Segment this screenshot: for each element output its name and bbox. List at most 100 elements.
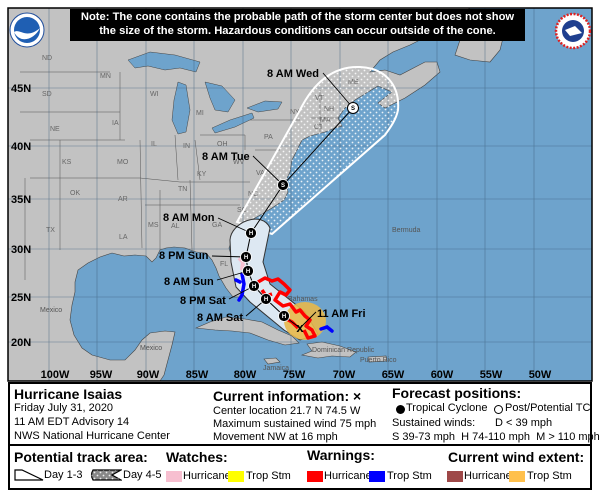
svg-text:25N: 25N (11, 292, 31, 304)
svg-text:60W: 60W (431, 369, 454, 381)
svg-text:8 PM Sun: 8 PM Sun (159, 250, 209, 262)
svg-text:H: H (249, 231, 253, 237)
svg-text:8 AM Mon: 8 AM Mon (163, 212, 215, 224)
svg-text:70W: 70W (333, 369, 356, 381)
svg-text:20N: 20N (11, 337, 31, 349)
trop-storm-warning-swatch (369, 471, 385, 482)
svg-text:11 AM Fri: 11 AM Fri (317, 308, 366, 320)
center-location: Center location 21.7 N 74.5 W (213, 405, 361, 417)
day-4-5-label: Day 4-5 (123, 469, 162, 481)
nws-logo (554, 12, 592, 50)
svg-text:90W: 90W (137, 369, 160, 381)
svg-text:SD: SD (42, 91, 52, 98)
svg-text:H: H (252, 284, 256, 290)
hurricane-warning-swatch (307, 471, 323, 482)
wind-extent-title: Current wind extent: (448, 449, 585, 465)
point-8pm-sat[interactable]: H (248, 280, 260, 292)
point-8pm-fri[interactable]: H (278, 310, 290, 322)
svg-text:GA: GA (212, 222, 222, 229)
trop-storm-wind-swatch (509, 471, 525, 482)
svg-text:Bermuda: Bermuda (392, 227, 421, 234)
svg-text:AL: AL (171, 223, 180, 230)
land-jamaica (263, 357, 281, 365)
svg-text:8 AM Sun: 8 AM Sun (164, 276, 214, 288)
forecast-positions-title: Forecast positions: (392, 385, 522, 401)
svg-text:MI: MI (196, 110, 204, 117)
hurricane-wind-label: Hurricane (464, 470, 512, 482)
svg-text:55W: 55W (480, 369, 503, 381)
trop-storm-watch-label: Trop Stm (246, 470, 291, 482)
svg-text:30N: 30N (11, 244, 31, 256)
svg-text:OK: OK (70, 190, 80, 197)
svg-text:KY: KY (197, 171, 207, 178)
tropical-cyclone-dot-icon (396, 405, 405, 414)
point-8am-mon[interactable]: H (245, 227, 257, 239)
point-8am-tue[interactable]: S (277, 179, 289, 191)
svg-text:100W: 100W (41, 369, 70, 381)
storm-advisory: 11 AM EDT Advisory 14 (14, 416, 130, 428)
cone-disclaimer-note: Note: The cone contains the probable pat… (70, 9, 525, 41)
note-line-1: Note: The cone contains the probable pat… (80, 11, 515, 23)
noaa-logo (9, 12, 45, 48)
day-1-3-label: Day 1-3 (44, 469, 83, 481)
place-labels: Mexico Mexico Bermuda Bahamas Jamaica Do… (40, 227, 421, 372)
current-info-title: Current information: × (213, 388, 362, 404)
track-area-title: Potential track area: (14, 449, 148, 465)
movement: Movement NW at 16 mph (213, 431, 338, 443)
hurricane-watch-swatch (166, 471, 182, 482)
svg-text:Bahamas: Bahamas (288, 296, 318, 303)
svg-text:75W: 75W (283, 369, 306, 381)
post-potential-tc-label: Post/Potential TC (505, 402, 591, 414)
svg-text:65W: 65W (382, 369, 405, 381)
max-wind: Maximum sustained wind 75 mph (213, 418, 377, 430)
note-line-2: the size of the storm. Hazardous conditi… (99, 25, 496, 37)
day-1-3-cone-icon (14, 469, 44, 481)
svg-text:H: H (244, 255, 248, 261)
point-8pm-sun[interactable]: H (240, 251, 252, 263)
hurricane-warning-label: Hurricane (324, 470, 372, 482)
svg-text:40N: 40N (11, 141, 31, 153)
warnings-title: Warnings: (307, 447, 375, 463)
svg-text:IN: IN (183, 143, 190, 150)
storm-name: Hurricane Isaias (14, 386, 123, 402)
svg-text:TX: TX (46, 227, 55, 234)
issuing-center: NWS National Hurricane Center (14, 430, 170, 442)
storm-date: Friday July 31, 2020 (14, 402, 114, 414)
point-8am-sun[interactable]: H (242, 265, 254, 277)
point-8am-sat[interactable]: H (260, 293, 272, 305)
svg-text:WV: WV (233, 159, 245, 166)
legend-panel: Hurricane Isaias Friday July 31, 2020 11… (8, 382, 600, 490)
svg-text:85W: 85W (186, 369, 209, 381)
day-4-5-cone-icon (90, 469, 122, 481)
svg-text:Puerto Rico: Puerto Rico (360, 357, 397, 364)
svg-text:8 AM Wed: 8 AM Wed (267, 68, 319, 80)
land-puerto-rico (367, 355, 388, 363)
svg-text:NY: NY (290, 109, 300, 116)
svg-text:LA: LA (119, 234, 128, 241)
wind-scale-d: D < 39 mph (495, 417, 553, 429)
svg-text:35N: 35N (11, 194, 31, 206)
svg-text:MS: MS (148, 222, 159, 229)
svg-text:8 AM Tue: 8 AM Tue (202, 151, 250, 163)
svg-text:AR: AR (118, 196, 128, 203)
svg-text:FL: FL (220, 261, 228, 268)
svg-text:Mexico: Mexico (40, 307, 62, 314)
svg-text:PA: PA (264, 134, 273, 141)
sustained-winds-label: Sustained winds: (392, 417, 476, 429)
trop-storm-wind-label: Trop Stm (527, 470, 572, 482)
svg-text:IA: IA (112, 120, 119, 127)
post-potential-tc-icon (494, 405, 503, 414)
svg-text:MO: MO (117, 159, 129, 166)
svg-text:Mexico: Mexico (140, 345, 162, 352)
point-8am-wed[interactable]: S (347, 102, 359, 114)
longitude-labels: 100W 95W 90W 85W 80W 75W 70W 65W 60W 55W… (41, 369, 552, 381)
watches-title: Watches: (166, 449, 228, 465)
svg-text:OH: OH (217, 141, 228, 148)
map-frame (7, 7, 593, 382)
current-position-marker[interactable]: x (296, 320, 304, 335)
svg-text:S: S (281, 183, 285, 189)
land-hispaniola (300, 341, 357, 359)
legend-key-section: Potential track area: Day 1-3 Day 4-5 Wa… (10, 446, 590, 488)
trop-storm-watch-swatch (228, 471, 244, 482)
wind-scale-shm: S 39-73 mph H 74-110 mph M > 110 mph (392, 431, 600, 443)
